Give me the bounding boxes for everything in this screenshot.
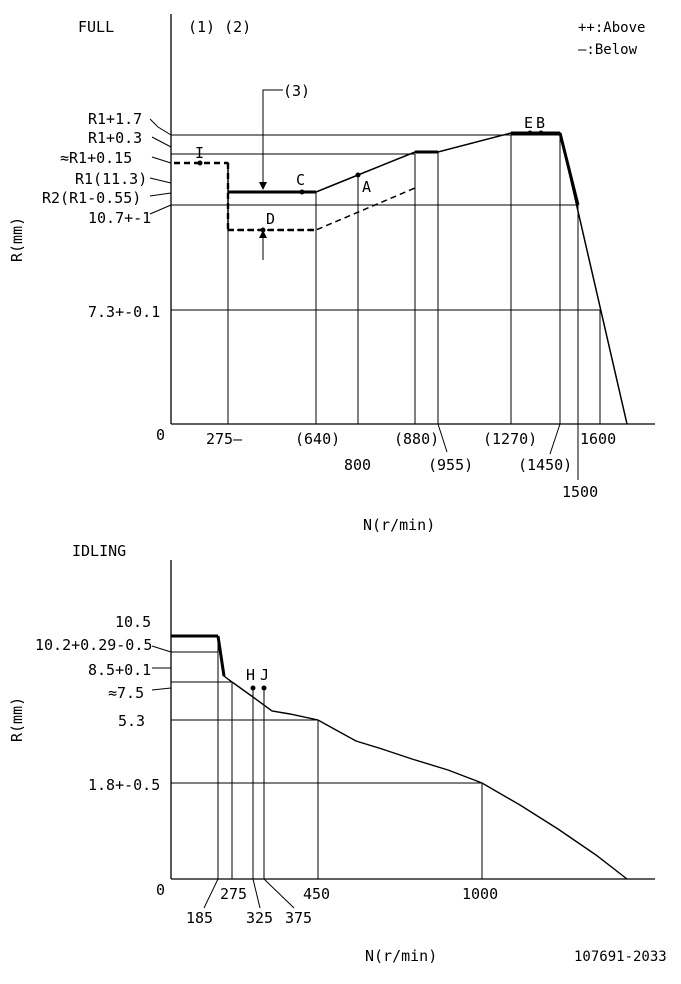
full-y-tick-leaders	[149, 118, 172, 215]
full-below-dashed-bold	[174, 161, 316, 232]
idling-curve	[217, 635, 628, 880]
idling-xtick-275: 275	[220, 885, 247, 903]
full-y-axis-label: R(mm)	[8, 217, 26, 262]
full-xtick-640: (640)	[295, 430, 340, 448]
full-ytick-7-3: 7.3+-0.1	[88, 303, 160, 321]
point-c-marker	[299, 189, 305, 195]
point-j-label: J	[260, 666, 269, 684]
idling-x-axis-label: N(r/min)	[365, 947, 437, 965]
full-x-axis-label: N(r/min)	[363, 516, 435, 534]
point-e-label: E	[524, 114, 533, 132]
full-below-dashed-curve	[174, 162, 416, 231]
full-ytick-r2: R2(R1-0.55)	[42, 189, 141, 207]
full-origin-label: 0	[156, 426, 165, 444]
full-ytick-r1-plus-0-15: ≈R1+0.15	[60, 149, 132, 167]
full-xtick-1450: (1450)	[518, 456, 572, 474]
full-xtick-1270: (1270)	[483, 430, 537, 448]
idling-y-axis-label: R(mm)	[8, 697, 26, 742]
full-ytick-10-7: 10.7+-1	[88, 209, 151, 227]
legend-above: ++:Above	[578, 20, 645, 36]
full-horizontal-gridlines	[171, 134, 600, 311]
full-x-tick-leaders	[437, 423, 579, 480]
full-vertical-gridlines	[227, 135, 601, 424]
idling-xtick-325: 325	[246, 909, 273, 927]
arrow-down-icon	[259, 182, 267, 190]
drawing-code: 107691-2033	[574, 949, 667, 965]
idling-horizontal-gridlines	[171, 651, 482, 784]
full-ytick-r1-plus-1-7: R1+1.7	[88, 110, 142, 128]
idling-vertical-gridlines	[217, 636, 483, 879]
idling-xtick-185: 185	[186, 909, 213, 927]
idling-ytick-8-5: 8.5+0.1	[88, 661, 151, 679]
full-ytick-r1: R1(11.3)	[75, 170, 147, 188]
idling-xtick-1000: 1000	[462, 885, 498, 903]
idling-ytick-5-3: 5.3	[118, 712, 145, 730]
full-title: FULL	[78, 18, 114, 36]
point-a-label: A	[362, 178, 371, 196]
point-h-marker	[250, 685, 256, 691]
idling-ytick-10-5: 10.5	[115, 613, 151, 631]
idling-title: IDLING	[72, 542, 126, 560]
point-i-marker	[197, 160, 203, 166]
note-3-label: (3)	[283, 82, 310, 100]
full-xtick-800: 800	[344, 456, 371, 474]
note-3-leader	[262, 89, 283, 260]
point-d-marker	[260, 227, 266, 233]
full-load-curve	[315, 132, 628, 425]
full-xtick-275: 275—	[206, 430, 243, 448]
legend-below: —:Below	[578, 42, 638, 58]
idling-bold-segments	[171, 634, 226, 677]
idling-x-tick-leaders	[203, 878, 295, 909]
full-load-bold-segments	[228, 131, 580, 206]
point-e-marker	[527, 130, 533, 136]
arrow-up-icon	[259, 230, 267, 238]
point-c-label: C	[296, 171, 305, 189]
full-xtick-1500: 1500	[562, 483, 598, 501]
point-b-marker	[538, 130, 544, 136]
point-h-label: H	[246, 666, 255, 684]
point-b-label: B	[536, 114, 545, 132]
full-xtick-1600: 1600	[580, 430, 616, 448]
point-a-marker	[355, 172, 361, 178]
idling-ytick-1-8: 1.8+-0.5	[88, 776, 160, 794]
full-ytick-r1-plus-0-3: R1+0.3	[88, 129, 142, 147]
idling-xtick-375: 375	[285, 909, 312, 927]
idling-origin-label: 0	[156, 881, 165, 899]
full-notes: (1) (2)	[188, 18, 251, 36]
idling-ytick-10-2: 10.2+0.29-0.5	[35, 636, 152, 654]
idling-y-tick-leaders	[151, 645, 172, 691]
idling-xtick-450: 450	[303, 885, 330, 903]
point-i-label: I	[195, 144, 204, 162]
idling-ytick-7-5: ≈7.5	[108, 684, 144, 702]
full-axes	[170, 14, 655, 425]
point-j-marker	[261, 685, 267, 691]
full-xtick-955: (955)	[428, 456, 473, 474]
point-d-label: D	[266, 210, 275, 228]
full-xtick-880: (880)	[394, 430, 439, 448]
